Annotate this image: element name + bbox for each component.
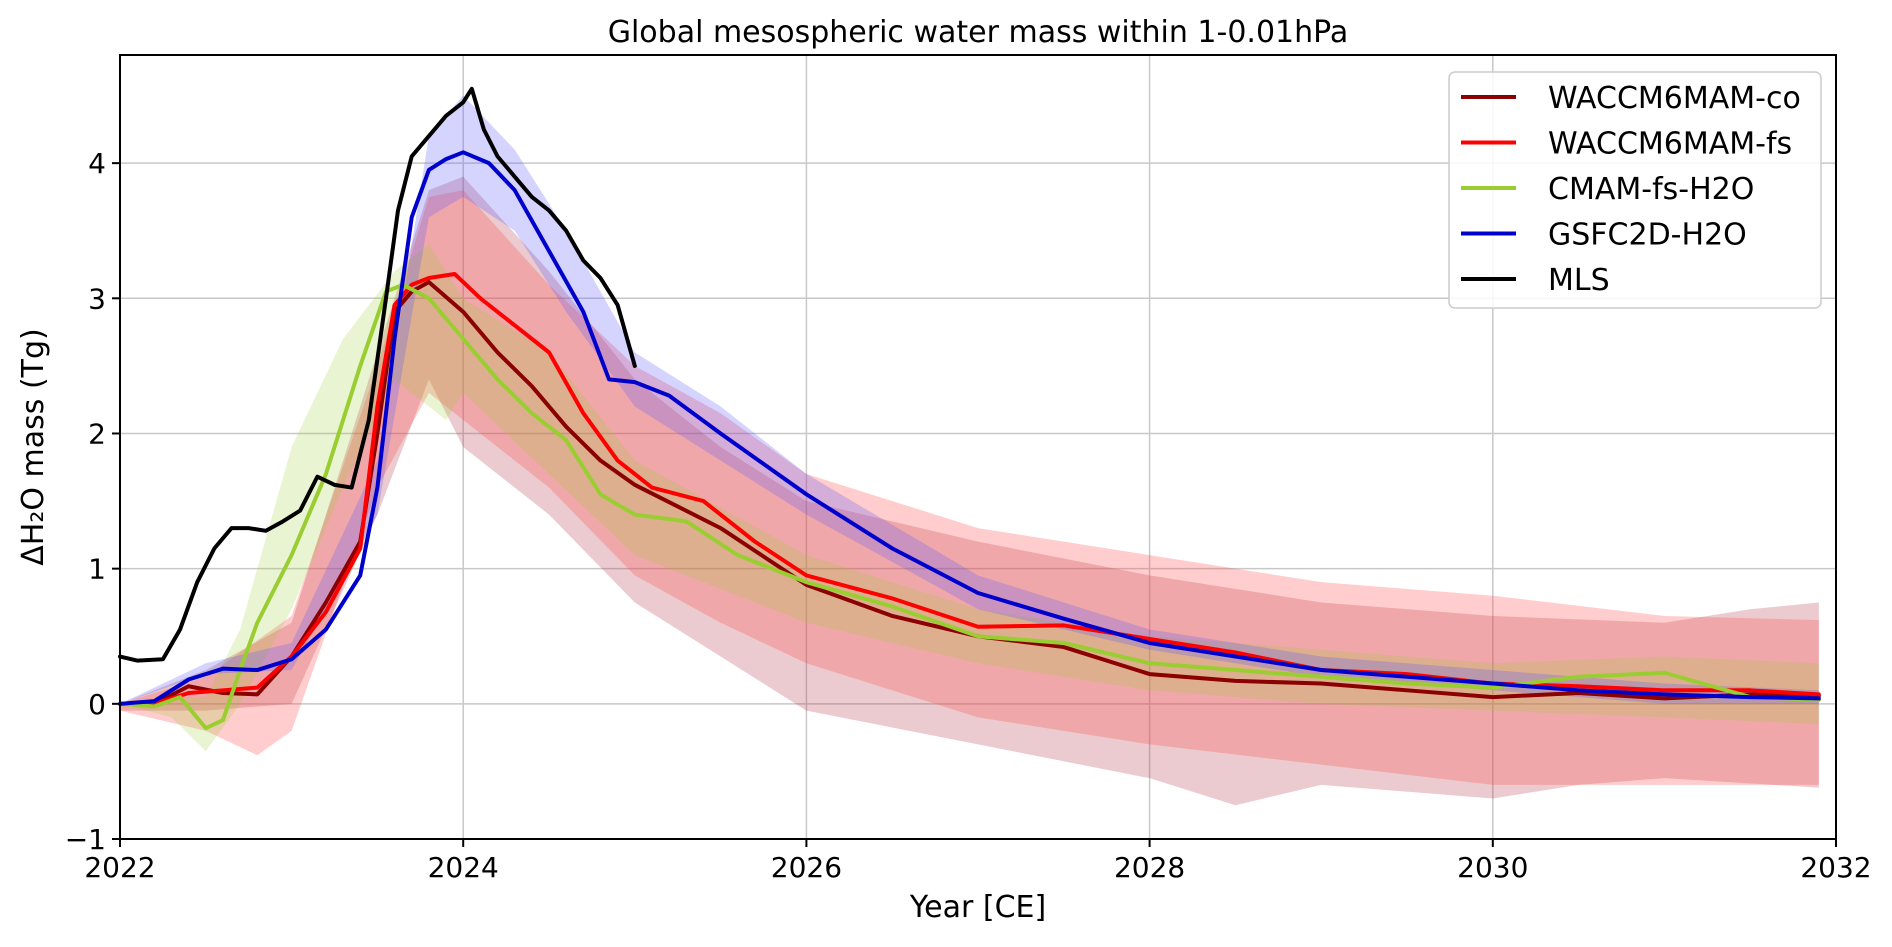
uncertainty-bands [120, 95, 1819, 806]
x-axis-ticks: 2022 2024 2026 2028 2030 2032 [84, 839, 1872, 884]
series-lines [118, 86, 1821, 731]
cmam-fs-h2o-band [120, 244, 1819, 752]
y-tick-label: 0 [88, 688, 106, 721]
y-tick-label: 4 [88, 147, 106, 180]
legend: WACCM6MAM-co WACCM6MAM-fs CMAM-fs-H2O GSFC2… [1448, 71, 1822, 309]
legend-label-mls: MLS [1548, 263, 1610, 298]
x-tick-label: 2032 [1800, 851, 1871, 884]
chart-title: Global mesospheric water mass within 1-0… [608, 15, 1349, 50]
y-axis-label: ΔH₂O mass (Tg) [16, 328, 51, 565]
x-tick-label: 2030 [1457, 851, 1528, 884]
mls-line [118, 86, 637, 663]
waccm6mam-co-band [120, 176, 1819, 806]
y-tick-label: 2 [88, 417, 106, 450]
cmam-fs-h2o-line [118, 282, 1821, 731]
gsfc2d-h2o-line [118, 150, 1821, 706]
x-axis-label: Year [CE] [909, 890, 1046, 925]
y-tick-label: 3 [88, 282, 106, 315]
waccm6mam-fs-band [120, 190, 1819, 785]
x-tick-label: 2024 [428, 851, 499, 884]
plot-frame [119, 54, 1837, 840]
legend-label-waccm6mam-fs: WACCM6MAM-fs [1548, 127, 1792, 162]
gsfc2d-h2o-band [120, 95, 1819, 704]
legend-box [1448, 71, 1822, 309]
legend-label-cmam-fs-h2o: CMAM-fs-H2O [1548, 172, 1754, 207]
y-tick-label: −1 [65, 823, 106, 856]
legend-label-gsfc2d-h2o: GSFC2D-H2O [1548, 218, 1747, 253]
legend-label-waccm6mam-co: WACCM6MAM-co [1548, 81, 1801, 116]
x-tick-label: 2026 [771, 851, 842, 884]
x-tick-label: 2028 [1114, 851, 1185, 884]
y-axis-ticks: −1 0 1 2 3 4 [65, 147, 120, 856]
x-tick-label: 2022 [84, 851, 155, 884]
y-tick-label: 1 [88, 553, 106, 586]
